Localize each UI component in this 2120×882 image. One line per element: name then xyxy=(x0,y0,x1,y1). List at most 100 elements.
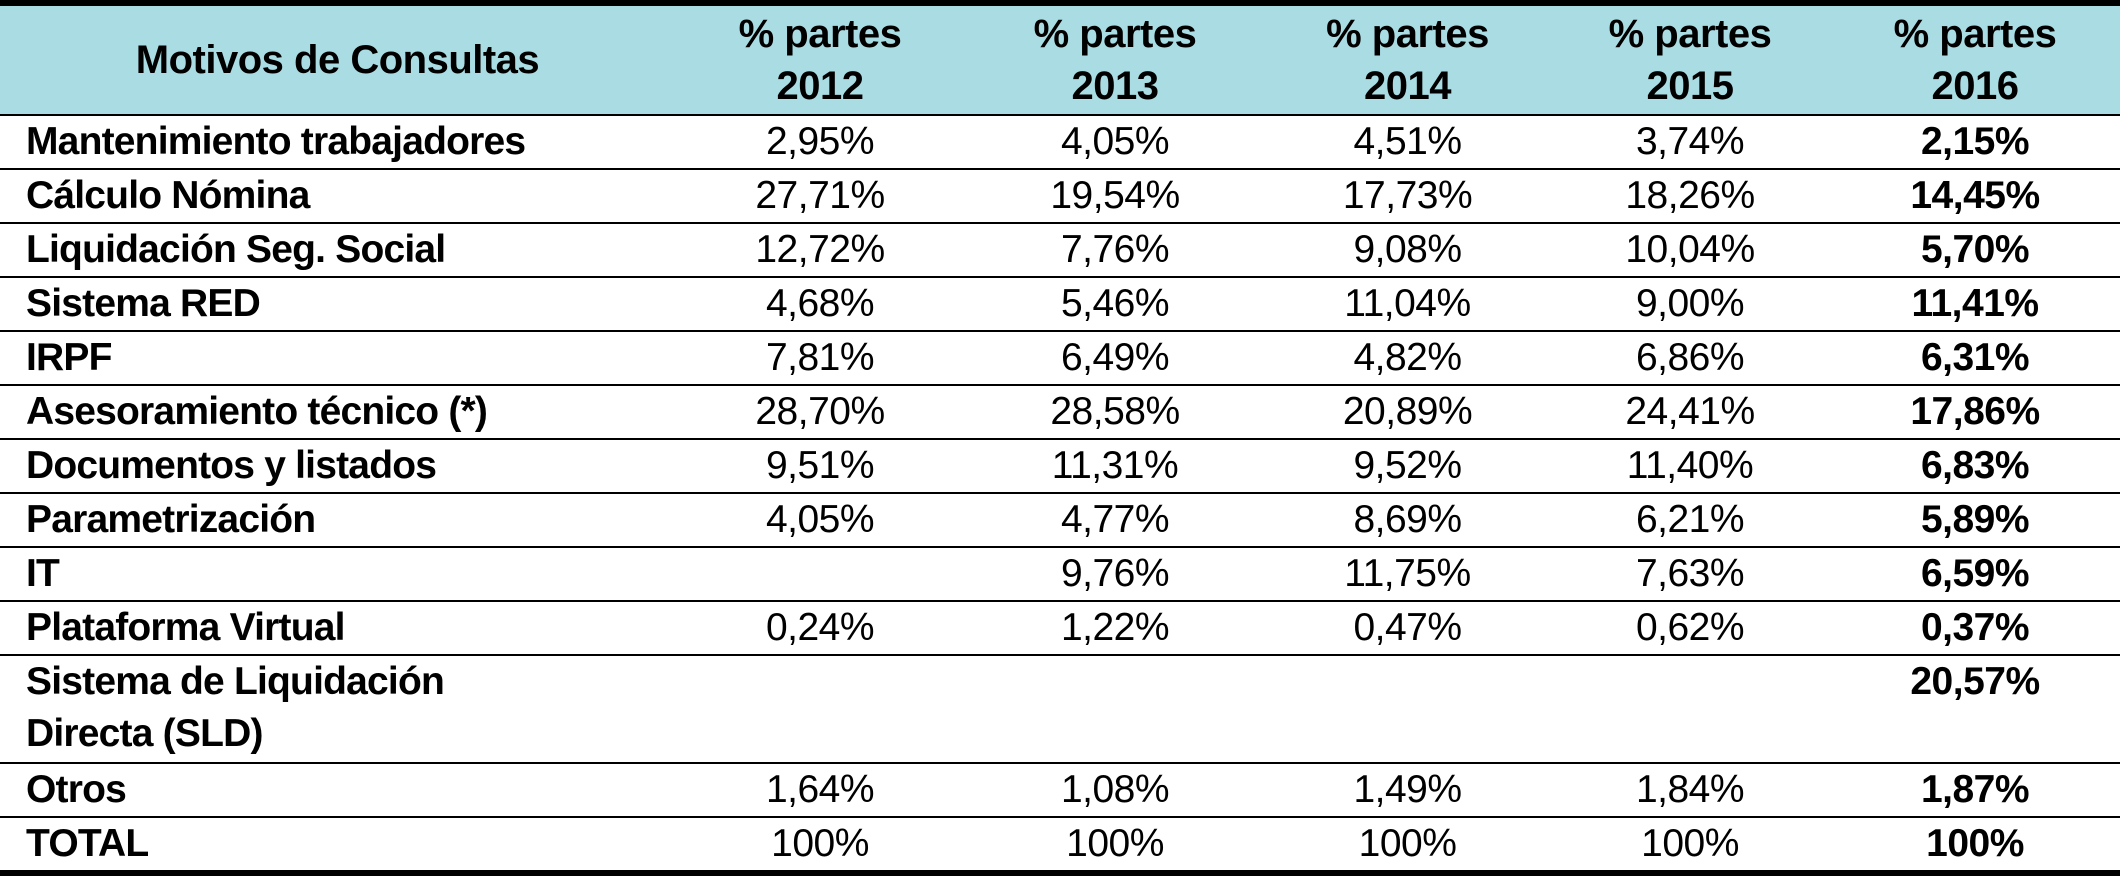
header-text: 2014 xyxy=(1364,64,1451,108)
table-row: Liquidación Seg. Social 12,72% 7,76% 9,08% 1… xyxy=(0,223,2120,278)
cell-value-2016: 5,89% xyxy=(1830,493,2120,548)
cell-value-2013: 100% xyxy=(965,817,1265,876)
row-label: Sistema RED xyxy=(0,277,675,332)
cell-value-2016: 6,31% xyxy=(1830,331,2120,386)
row-label: IT xyxy=(0,547,675,602)
cell-value-2016: 2,15% xyxy=(1830,115,2120,170)
table-row: Otros 1,64% 1,08% 1,49% 1,84% 1,87% xyxy=(0,763,2120,818)
cell-value-2016: 11,41% xyxy=(1830,277,2120,332)
cell-value-2014: 11,75% xyxy=(1265,547,1550,602)
cell-value-2016: 1,87% xyxy=(1830,763,2120,818)
cell-value-2015: 10,04% xyxy=(1550,223,1830,278)
row-label: Parametrización xyxy=(0,493,675,548)
header-year-1: % partes 2012 xyxy=(675,0,965,116)
cell-value-2015: 0,62% xyxy=(1550,601,1830,656)
cell-value-2013: 6,49% xyxy=(965,331,1265,386)
row-label: Sistema de Liquidación Directa (SLD) xyxy=(0,655,675,764)
table-row: Plataforma Virtual 0,24% 1,22% 0,47% 0,62% 0,… xyxy=(0,601,2120,656)
cell-value-2012: 4,05% xyxy=(675,493,965,548)
header-text: % partes xyxy=(1608,12,1772,56)
cell-value-2012: 100% xyxy=(675,817,965,876)
header-text: % partes xyxy=(1033,12,1197,56)
cell-value-2013: 1,22% xyxy=(965,601,1265,656)
cell-value-2012: 0,24% xyxy=(675,601,965,656)
header-row: Motivos de Consultas% partes 2012% partes… xyxy=(0,0,2120,116)
cell-value-2014: 11,04% xyxy=(1265,277,1550,332)
cell-value-2014: 17,73% xyxy=(1265,169,1550,224)
header-text: 2012 xyxy=(776,64,864,108)
table-body: Mantenimiento trabajadores 2,95% 4,05% 4,51… xyxy=(0,115,2120,876)
cell-value-2012: 27,71% xyxy=(675,169,965,224)
cell-value-2014: 4,82% xyxy=(1265,331,1550,386)
row-label: Plataforma Virtual xyxy=(0,601,675,656)
header-text: % partes xyxy=(1326,12,1489,56)
table-row: TOTAL 100% 100% 100% 100% 100% xyxy=(0,817,2120,876)
table-row: Documentos y listados 9,51% 11,31% 9,52% 11,… xyxy=(0,439,2120,494)
cell-value-2012 xyxy=(675,547,965,602)
table-row: Asesoramiento técnico (*) 28,70% 28,58% 20,… xyxy=(0,385,2120,440)
cell-value-2013: 19,54% xyxy=(965,169,1265,224)
cell-value-2016: 5,70% xyxy=(1830,223,2120,278)
cell-value-2012 xyxy=(675,655,965,764)
cell-value-2014: 4,51% xyxy=(1265,115,1550,170)
cell-value-2016: 6,83% xyxy=(1830,439,2120,494)
cell-value-2016: 0,37% xyxy=(1830,601,2120,656)
header-year-5: % partes 2016 xyxy=(1830,0,2120,116)
cell-value-2014: 20,89% xyxy=(1265,385,1550,440)
cell-value-2015: 18,26% xyxy=(1550,169,1830,224)
row-label: Mantenimiento trabajadores xyxy=(0,115,675,170)
cell-value-2015: 100% xyxy=(1550,817,1830,876)
row-label: Asesoramiento técnico (*) xyxy=(0,385,675,440)
header-text: % partes xyxy=(1893,12,2057,56)
cell-value-2013: 7,76% xyxy=(965,223,1265,278)
row-label: IRPF xyxy=(0,331,675,386)
cell-value-2012: 28,70% xyxy=(675,385,965,440)
header-motivos: Motivos de Consultas xyxy=(0,0,675,116)
header-year-3: % partes 2014 xyxy=(1265,0,1550,116)
row-label: Cálculo Nómina xyxy=(0,169,675,224)
table-row: Sistema de Liquidación Directa (SLD) 20,5… xyxy=(0,655,2120,764)
cell-value-2014: 8,69% xyxy=(1265,493,1550,548)
cell-value-2015: 6,21% xyxy=(1550,493,1830,548)
cell-value-2015: 7,63% xyxy=(1550,547,1830,602)
table-row: IT 9,76% 11,75% 7,63% 6,59% xyxy=(0,547,2120,602)
table-row: Sistema RED 4,68% 5,46% 11,04% 9,00% 11,41% xyxy=(0,277,2120,332)
row-label: Documentos y listados xyxy=(0,439,675,494)
header-text: Motivos de Consultas xyxy=(135,38,540,82)
cell-value-2016: 20,57% xyxy=(1830,655,2120,764)
cell-value-2012: 9,51% xyxy=(675,439,965,494)
header-text: 2013 xyxy=(1071,64,1159,108)
cell-value-2014 xyxy=(1265,655,1550,764)
table-header: Motivos de Consultas% partes 2012% partes… xyxy=(0,0,2120,116)
header-year-4: % partes 2015 xyxy=(1550,0,1830,116)
header-text: 2016 xyxy=(1931,64,2019,108)
cell-value-2016: 6,59% xyxy=(1830,547,2120,602)
cell-value-2012: 1,64% xyxy=(675,763,965,818)
header-text: 2015 xyxy=(1646,64,1734,108)
header-text: % partes xyxy=(738,12,902,56)
row-label: Liquidación Seg. Social xyxy=(0,223,675,278)
cell-value-2012: 4,68% xyxy=(675,277,965,332)
table-row: Cálculo Nómina 27,71% 19,54% 17,73% 18,26% 14… xyxy=(0,169,2120,224)
cell-value-2014: 0,47% xyxy=(1265,601,1550,656)
table-row: Parametrización 4,05% 4,77% 8,69% 6,21% 5,89% xyxy=(0,493,2120,548)
cell-value-2016: 14,45% xyxy=(1830,169,2120,224)
cell-value-2013: 11,31% xyxy=(965,439,1265,494)
cell-value-2015: 9,00% xyxy=(1550,277,1830,332)
cell-value-2014: 1,49% xyxy=(1265,763,1550,818)
cell-value-2013: 28,58% xyxy=(965,385,1265,440)
cell-value-2015: 24,41% xyxy=(1550,385,1830,440)
cell-value-2015: 11,40% xyxy=(1550,439,1830,494)
cell-value-2013 xyxy=(965,655,1265,764)
cell-value-2013: 5,46% xyxy=(965,277,1265,332)
cell-value-2014: 9,52% xyxy=(1265,439,1550,494)
cell-value-2014: 9,08% xyxy=(1265,223,1550,278)
cell-value-2013: 9,76% xyxy=(965,547,1265,602)
table-row: Mantenimiento trabajadores 2,95% 4,05% 4,51… xyxy=(0,115,2120,170)
cell-value-2012: 7,81% xyxy=(675,331,965,386)
cell-value-2015 xyxy=(1550,655,1830,764)
table-row: IRPF 7,81% 6,49% 4,82% 6,86% 6,31% xyxy=(0,331,2120,386)
cell-value-2013: 1,08% xyxy=(965,763,1265,818)
row-label: TOTAL xyxy=(0,817,675,876)
